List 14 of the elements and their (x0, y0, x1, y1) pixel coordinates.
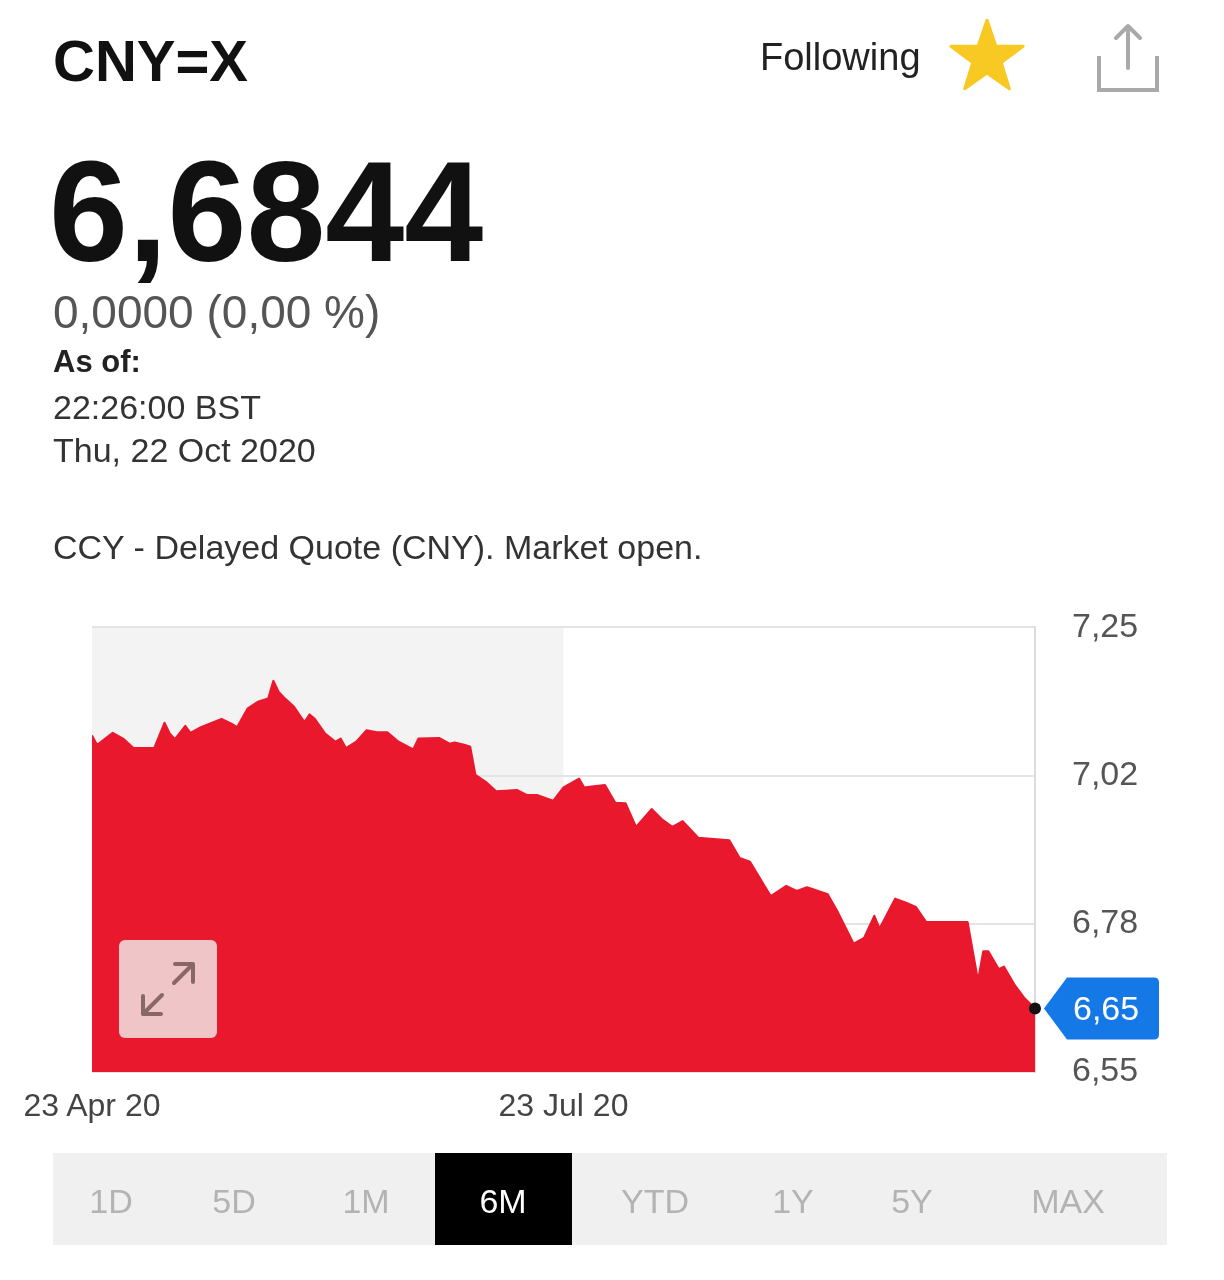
text: 22:26:00 BST (53, 388, 261, 427)
y-tick-label: 7,02 (1072, 753, 1139, 792)
text: CCY - Delayed Quote (CNY). Market open. (53, 528, 703, 567)
text: Following (760, 36, 921, 79)
x-tick-label: 23 Apr 20 (23, 1087, 161, 1124)
y-tick-label: 6,78 (1072, 902, 1139, 941)
y-tick-label: 6,55 (1072, 1050, 1139, 1089)
tab-bar: 1D 5D 1M 6M YTD 1Y 5Y MAX (53, 1153, 1167, 1245)
x-tick-label: 23 Jul 20 (498, 1087, 629, 1124)
text: Thu, 22 Oct 2020 (53, 431, 316, 470)
annotation: 6,65 (1073, 988, 1140, 1027)
chart-title: CNY=X (53, 27, 249, 94)
y-tick-label: 7,25 (1072, 605, 1139, 644)
text: As of: (53, 344, 141, 380)
